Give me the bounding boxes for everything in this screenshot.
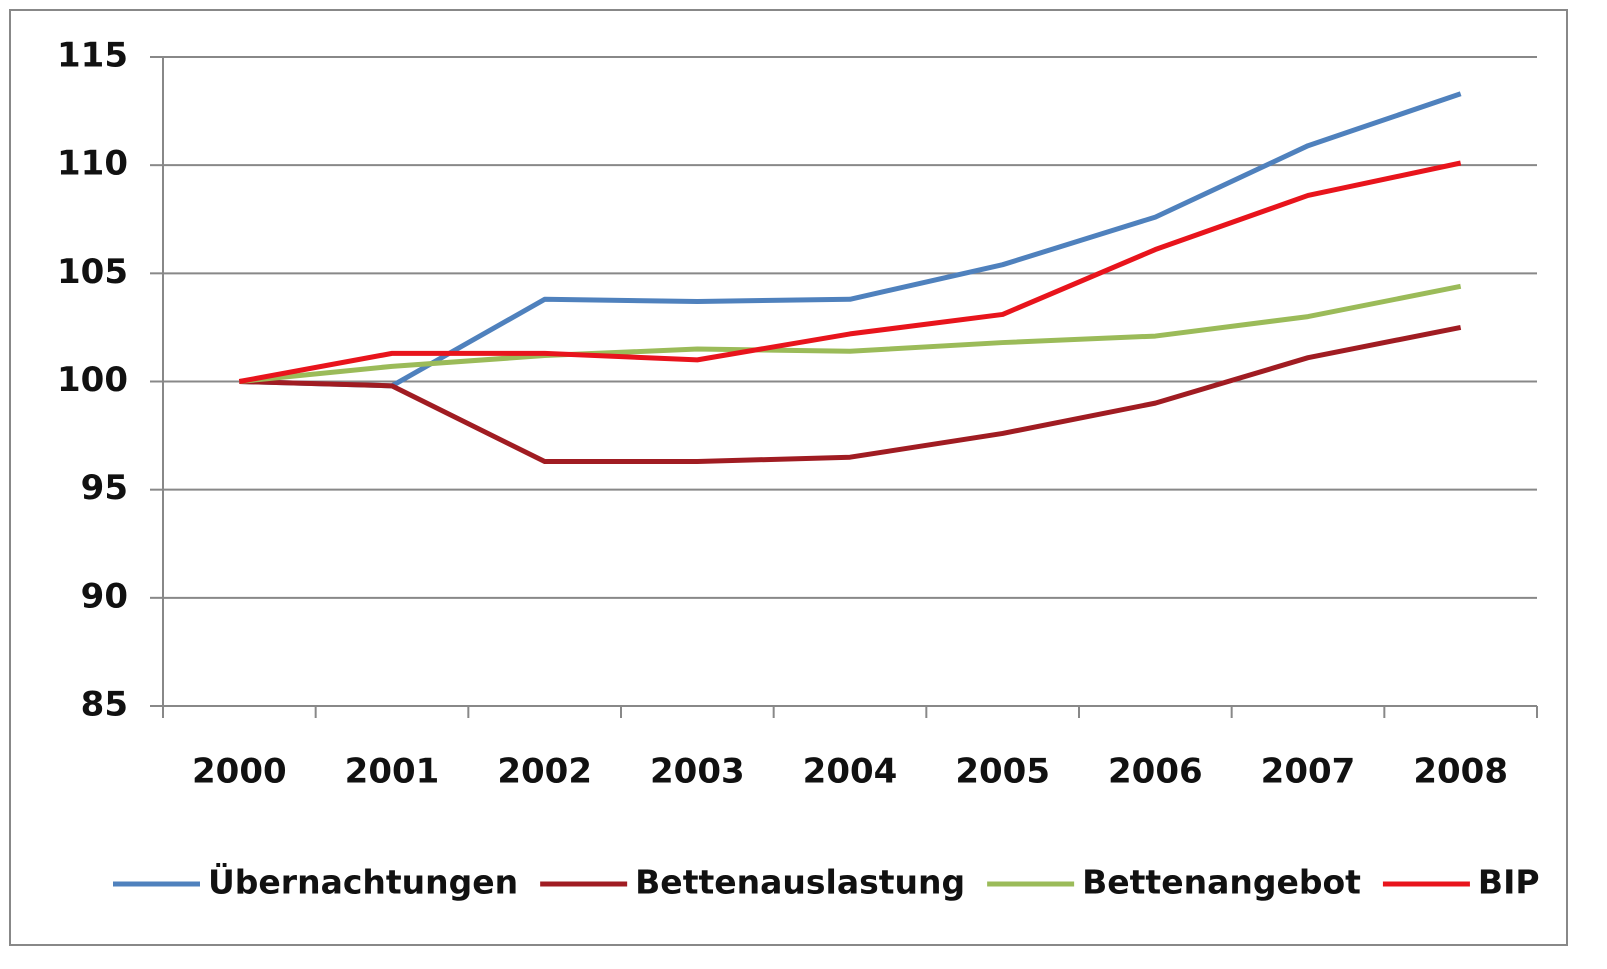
y-tick-label: 100 bbox=[57, 360, 128, 400]
x-tick-label: 2004 bbox=[803, 752, 898, 792]
x-tick-label: 2003 bbox=[650, 752, 745, 792]
y-tick-label: 85 bbox=[81, 685, 128, 725]
series-line bbox=[239, 283, 1462, 384]
y-tick-label: 90 bbox=[81, 576, 128, 616]
legend-label: Bettenangebot bbox=[1082, 863, 1361, 902]
x-tick-label: 2000 bbox=[192, 752, 287, 792]
y-tick-label: 105 bbox=[57, 252, 128, 292]
x-tick-label: 2002 bbox=[497, 752, 592, 792]
legend-label: Übernachtungen bbox=[208, 862, 518, 902]
y-tick-label: 115 bbox=[57, 36, 128, 76]
legend-label: BIP bbox=[1478, 863, 1540, 902]
x-tick-label: 2006 bbox=[1108, 752, 1203, 792]
x-tick-label: 2008 bbox=[1413, 752, 1508, 792]
x-tick-label: 2007 bbox=[1261, 752, 1356, 792]
y-tick-label: 110 bbox=[57, 144, 128, 184]
series-line bbox=[239, 91, 1462, 389]
y-tick-label: 95 bbox=[81, 468, 128, 508]
series-line bbox=[238, 160, 1462, 384]
series-line bbox=[239, 324, 1462, 465]
legend-label: Bettenauslastung bbox=[635, 863, 965, 902]
chart-frame bbox=[9, 9, 1568, 946]
x-tick-label: 2001 bbox=[345, 752, 440, 792]
x-tick-label: 2005 bbox=[955, 752, 1050, 792]
